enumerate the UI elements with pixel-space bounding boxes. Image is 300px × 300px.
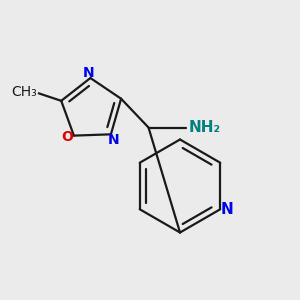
Text: N: N <box>108 133 120 147</box>
Text: N: N <box>83 66 95 80</box>
Text: NH₂: NH₂ <box>189 120 221 135</box>
Text: O: O <box>61 130 73 144</box>
Text: N: N <box>220 202 233 217</box>
Text: CH₃: CH₃ <box>11 85 37 99</box>
